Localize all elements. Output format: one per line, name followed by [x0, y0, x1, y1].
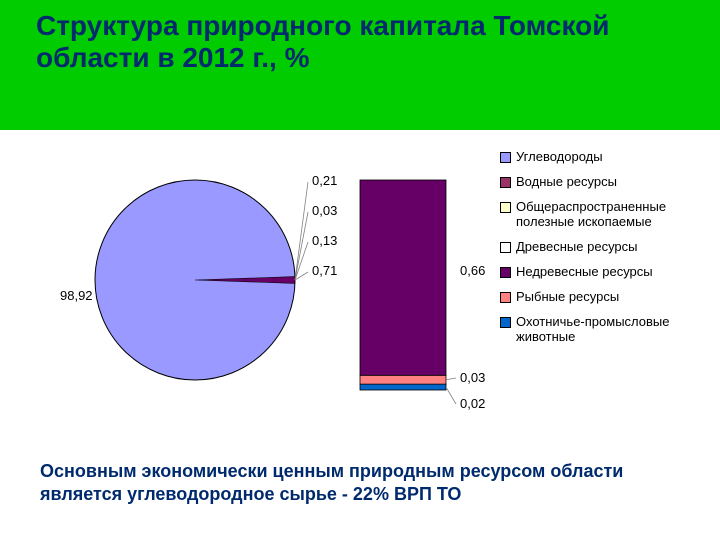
- legend-swatch: [500, 317, 511, 328]
- slide: Структура природного капитала Томской об…: [0, 0, 720, 540]
- legend-swatch: [500, 177, 511, 188]
- pie-leader-lines: [295, 182, 308, 280]
- bar-leader-lines: [446, 378, 456, 404]
- pie-value-3: 0,71: [312, 263, 337, 278]
- pie-value-main: 98,92: [60, 288, 93, 303]
- pie-value-2: 0,13: [312, 233, 337, 248]
- bar-value-1: 0,03: [460, 370, 485, 385]
- legend-swatch: [500, 202, 511, 213]
- legend-item: Древесные ресурсы: [500, 240, 710, 255]
- legend-label: Углеводороды: [516, 150, 603, 165]
- legend-label: Рыбные ресурсы: [516, 290, 619, 305]
- legend-swatch: [500, 292, 511, 303]
- bar-value-2: 0,02: [460, 396, 485, 411]
- title-band: Структура природного капитала Томской об…: [0, 0, 720, 130]
- legend-item: Недревесные ресурсы: [500, 265, 710, 280]
- legend-swatch: [500, 152, 511, 163]
- page-title: Структура природного капитала Томской об…: [36, 10, 684, 74]
- bar-value-top: 0,66: [460, 263, 485, 278]
- footer-text: Основным экономически ценным природным р…: [40, 460, 680, 505]
- pie-chart: [95, 180, 295, 380]
- legend: Углеводороды Водные ресурсы Общераспростра…: [500, 150, 710, 354]
- legend-item: Рыбные ресурсы: [500, 290, 710, 305]
- legend-label: Охотничье-промысловые животные: [516, 315, 710, 345]
- legend-item: Углеводороды: [500, 150, 710, 165]
- legend-label: Общераспространенные полезные ископаемые: [516, 200, 710, 230]
- legend-swatch: [500, 242, 511, 253]
- legend-label: Древесные ресурсы: [516, 240, 638, 255]
- legend-item: Общераспространенные полезные ископаемые: [500, 200, 710, 230]
- pie-value-0: 0,21: [312, 173, 337, 188]
- legend-label: Водные ресурсы: [516, 175, 617, 190]
- legend-swatch: [500, 267, 511, 278]
- legend-item: Охотничье-промысловые животные: [500, 315, 710, 345]
- legend-item: Водные ресурсы: [500, 175, 710, 190]
- bar-chart: [360, 180, 446, 390]
- chart-svg: 98,92 0,21 0,03 0,13 0,71 0,66 0,03 0,02: [20, 150, 510, 430]
- legend-label: Недревесные ресурсы: [516, 265, 653, 280]
- pie-value-1: 0,03: [312, 203, 337, 218]
